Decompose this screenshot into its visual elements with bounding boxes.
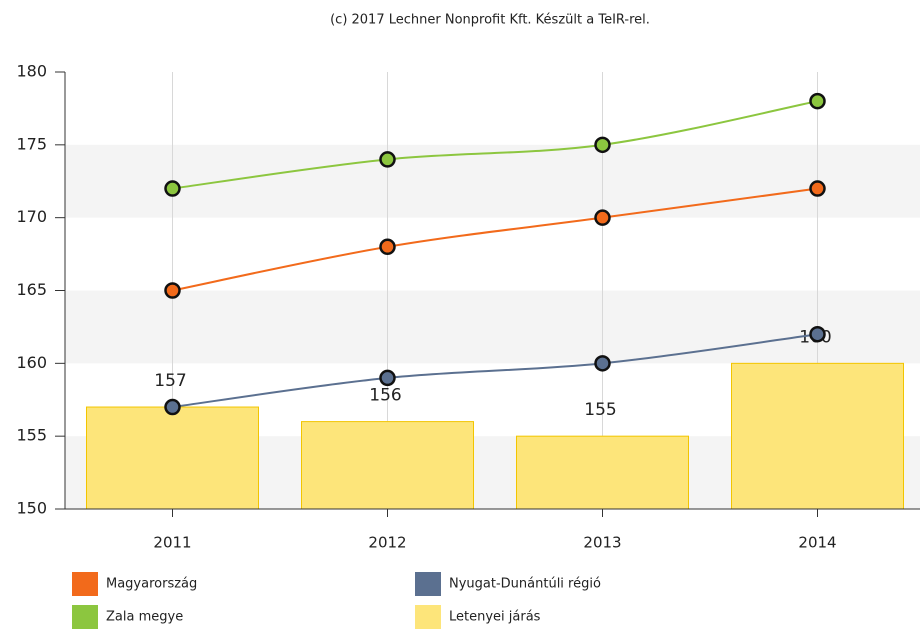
chart-title: (c) 2017 Lechner Nonprofit Kft. Készült …: [330, 13, 650, 28]
point: [594, 355, 611, 372]
y-tick-label: 170: [16, 207, 47, 226]
point: [164, 180, 181, 197]
legend-label: Letenyei járás: [449, 610, 541, 625]
line: [172, 333, 818, 409]
y-tick-label: 155: [16, 426, 47, 445]
legend-swatch: [415, 605, 441, 629]
plot-band: [65, 144, 920, 218]
legend-swatch: [72, 605, 98, 629]
point: [809, 92, 826, 110]
y-tick-label: 180: [16, 62, 47, 81]
bar: [731, 362, 904, 510]
legend-swatch: [72, 572, 98, 596]
line: [172, 187, 818, 292]
y-tick-label: 175: [16, 134, 47, 153]
bar: [301, 421, 474, 510]
point: [164, 398, 181, 416]
point: [379, 151, 396, 168]
point: [594, 209, 611, 226]
point: [594, 136, 611, 154]
data-label: 157: [154, 371, 186, 391]
data-label: 155: [584, 400, 616, 420]
point: [379, 238, 396, 256]
point: [809, 325, 826, 343]
x-tick-label: 2014: [798, 534, 836, 552]
x-tick-label: 2012: [368, 534, 406, 552]
legend-label: Magyarország: [106, 577, 197, 592]
point: [379, 369, 396, 387]
point: [164, 282, 181, 299]
line: [172, 100, 818, 190]
legend-swatch: [415, 572, 441, 596]
point: [809, 180, 826, 197]
plot-band: [65, 290, 920, 364]
bar: [516, 435, 689, 510]
y-tick-label: 160: [16, 353, 47, 372]
legend-label: Zala megye: [106, 610, 183, 625]
bar: [86, 406, 259, 510]
x-tick-label: 2011: [153, 534, 191, 552]
data-label: 156: [369, 386, 401, 406]
x-tick-label: 2013: [583, 534, 621, 552]
legend-label: Nyugat-Dunántúli régió: [449, 577, 601, 592]
y-tick-label: 165: [16, 280, 47, 299]
y-tick-label: 150: [16, 499, 47, 518]
